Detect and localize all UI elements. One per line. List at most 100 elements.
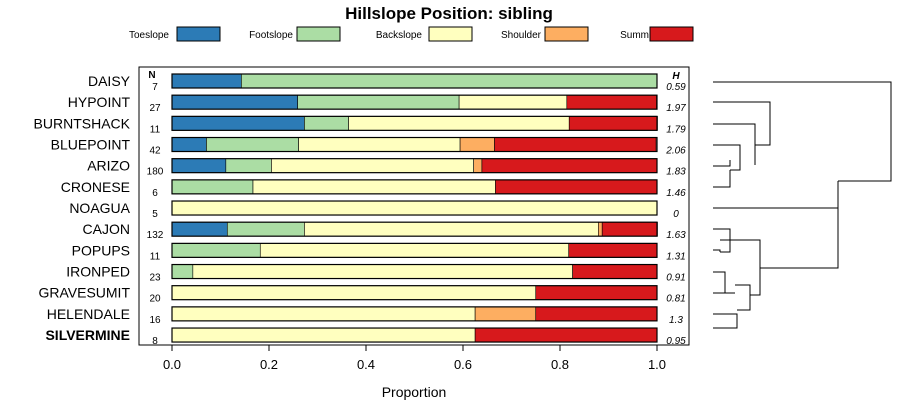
bar-outline (171, 94, 658, 110)
h-value: 1.83 (666, 167, 686, 178)
category-label: IRONPED (66, 264, 130, 280)
dendrogram-branch (713, 271, 735, 294)
bar-outline (171, 115, 658, 131)
bar-outline (171, 221, 658, 237)
bar-row: HYPOINT 27 1.97 (68, 94, 686, 114)
dendrogram-branch (713, 101, 771, 146)
bar-segment (171, 221, 228, 237)
bar-outline (171, 179, 658, 195)
bar-segment (535, 306, 658, 322)
n-value: 42 (149, 146, 161, 157)
bar-segment (252, 179, 496, 195)
x-tick-label: 0.4 (357, 357, 375, 372)
bar-segment (171, 264, 194, 279)
bar-segment (459, 137, 495, 152)
category-label: SILVERMINE (45, 327, 130, 343)
bar-segment (348, 116, 570, 131)
bar-row: BURNTSHACK 11 1.79 (34, 115, 687, 135)
bar-row: SILVERMINE 8 0.95 (45, 327, 686, 347)
bar-row: BLUEPOINT 42 2.06 (51, 137, 687, 157)
bar-row: NOAGUA 5 0 (69, 200, 679, 220)
bar-row: CAJON 132 1.63 (83, 221, 687, 241)
category-label: BLUEPOINT (51, 137, 131, 153)
bar-outline (171, 136, 658, 153)
x-tick-label: 0.8 (551, 357, 569, 372)
category-label: CAJON (83, 221, 130, 237)
h-value: 0.95 (666, 336, 686, 347)
bar-segment (225, 158, 272, 173)
bar-segment (304, 221, 599, 237)
n-value: 16 (149, 315, 161, 326)
dendrogram-branch (713, 170, 731, 188)
legend-swatch (428, 26, 473, 42)
dendrogram-branch (720, 239, 761, 296)
bar-segment (535, 285, 658, 301)
legend-swatch (544, 26, 589, 42)
bar-segment (568, 243, 658, 258)
bar-outline (171, 327, 658, 343)
h-value: 0.59 (666, 82, 686, 93)
x-tick-label: 1.0 (648, 357, 666, 372)
bar-row: IRONPED 23 0.91 (66, 264, 686, 284)
bar-row: ARIZO 180 1.83 (87, 158, 686, 178)
chart-title: Hillslope Position: sibling (345, 4, 553, 23)
bar-outline (171, 306, 658, 322)
bar-outline (171, 263, 658, 280)
bar-row: CRONESE 6 1.46 (61, 179, 686, 199)
h-value: 1.46 (666, 188, 686, 199)
dendrogram-branch (713, 207, 839, 269)
bar-segment (568, 116, 658, 131)
bar-segment (171, 327, 476, 343)
bar-segment (171, 73, 242, 89)
dendrogram-branch (735, 284, 751, 311)
n-value: 23 (149, 273, 161, 284)
bar-segment (458, 94, 568, 110)
bar-segment (298, 137, 461, 152)
bar-segment (171, 200, 658, 216)
x-tick-label: 0.0 (163, 357, 181, 372)
dendrogram-branch (713, 249, 721, 252)
h-value: 0.81 (666, 294, 685, 305)
bar-outline (171, 242, 658, 258)
bar-outline (171, 200, 658, 216)
bar-segment (171, 116, 305, 131)
legend-swatch (649, 26, 694, 42)
legend-label: Toeslope (129, 30, 169, 41)
n-value: 132 (147, 230, 164, 241)
bar-segment (572, 264, 658, 279)
bar-outline (171, 285, 658, 301)
bar-segment (566, 94, 657, 110)
n-value: 20 (149, 294, 161, 305)
category-label: HELENDALE (47, 306, 130, 322)
bar-segment (481, 158, 658, 173)
category-label: GRAVESUMIT (38, 285, 130, 301)
h-value: 1.3 (669, 315, 683, 326)
n-value: 27 (149, 103, 161, 114)
category-label: CRONESE (61, 179, 130, 195)
bar-segment (598, 221, 603, 237)
legend-label: Backslope (376, 30, 423, 41)
category-label: BURNTSHACK (34, 115, 131, 131)
bar-segment (474, 327, 658, 343)
bar-segment (171, 306, 476, 322)
bar-outline (171, 73, 658, 89)
dendrogram-branch (713, 144, 741, 171)
h-value: 1.31 (666, 251, 685, 262)
category-label: POPUPS (72, 242, 130, 258)
category-label: DAISY (88, 73, 131, 89)
bar-row: DAISY 7 0.59 (88, 73, 686, 93)
bar-row: HELENDALE 16 1.3 (47, 306, 684, 326)
bar-segment (474, 306, 537, 322)
bar-outline (171, 158, 658, 174)
category-label: ARIZO (87, 158, 130, 174)
h-header: H (672, 71, 680, 82)
bar-row: POPUPS 11 1.31 (72, 242, 686, 262)
h-value: 1.63 (666, 230, 686, 241)
n-value: 7 (152, 82, 158, 93)
legend: Toeslope Footslope Backslope Shoulder Summit (129, 26, 694, 42)
bar-segment (226, 221, 305, 237)
bar-segment (495, 179, 658, 195)
plot-frame (138, 66, 690, 346)
n-value: 8 (152, 336, 158, 347)
